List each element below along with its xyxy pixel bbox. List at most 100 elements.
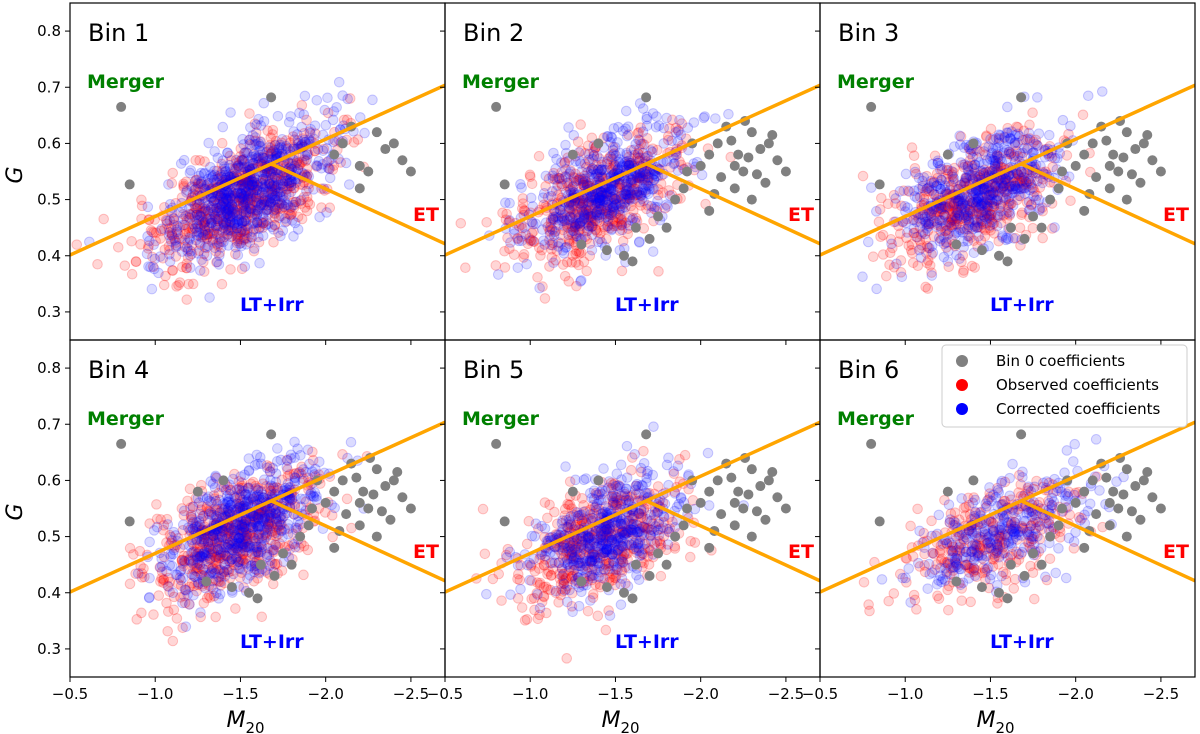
observed-point [584,205,595,216]
corrected-point [246,179,257,191]
corrected-point [611,192,623,204]
corrected-point [263,204,274,215]
observed-point [300,155,312,167]
corrected-point [289,160,300,172]
corrected-point [143,261,154,272]
corrected-point [596,190,607,202]
observed-point [183,244,194,255]
corrected-point [235,161,246,173]
corrected-point [285,180,297,192]
bin0-point [385,514,396,525]
corrected-point [194,265,206,276]
observed-point [231,157,242,169]
observed-point [575,195,587,206]
observed-point [606,164,618,175]
corrected-point [142,231,153,242]
observed-point [637,174,648,185]
observed-point [230,603,241,614]
observed-point [181,294,193,305]
observed-point [582,214,594,226]
corrected-point [192,248,204,259]
observed-point [231,229,243,240]
bin0-point [729,160,740,171]
observed-point [577,175,588,187]
corrected-point [582,191,594,203]
observed-point [559,157,570,169]
corrected-point [185,262,196,274]
observed-point [508,249,520,260]
observed-point [240,209,252,221]
corrected-point [220,199,232,210]
observed-point [596,209,608,220]
y-tick-label: 0.7 [37,415,61,433]
corrected-point [222,187,233,199]
corrected-point [871,206,882,217]
observed-point [583,196,595,207]
observed-point [556,167,567,178]
observed-point [573,259,584,271]
observed-point [591,205,603,217]
observed-point [214,233,226,245]
corrected-point [605,183,616,194]
observed-point [212,213,223,225]
panel-title: Bin 1 [88,19,149,47]
observed-point [167,265,179,276]
observed-point [247,180,259,191]
corrected-point [148,239,159,251]
corrected-point [607,145,619,156]
observed-point [211,223,223,234]
observed-point [218,195,230,207]
corrected-point [244,180,255,191]
corrected-point [196,178,207,189]
observed-point [225,185,237,197]
observed-point [167,167,179,179]
observed-point [625,144,637,156]
bin0-point [1121,194,1132,205]
corrected-point [203,173,214,185]
bin0-point [124,179,135,190]
observed-point [135,239,146,250]
corrected-point [191,209,203,220]
observed-point [667,114,678,126]
observed-point [199,220,211,232]
corrected-point [245,122,256,133]
corrected-point [220,172,232,183]
observed-point [568,177,580,188]
corrected-point [896,271,908,283]
observed-point [240,233,251,244]
corrected-point [328,106,340,117]
observed-point [298,127,310,139]
corrected-point [242,233,253,244]
corrected-point [560,171,572,183]
corrected-point [516,235,528,247]
observed-point [500,214,512,225]
observed-point [207,237,218,248]
corrected-point [696,169,708,181]
bin0-point [976,245,987,256]
corrected-point [227,193,238,205]
corrected-point [250,191,262,203]
corrected-point [274,191,286,202]
observed-point [225,264,236,275]
corrected-point [586,169,597,180]
corrected-point [251,139,262,150]
observed-point [625,200,637,212]
observed-point [263,145,275,156]
bin0-point [363,166,374,177]
corrected-point [871,283,882,295]
observed-point [622,191,634,202]
corrected-point [556,157,567,168]
observed-point [585,166,597,177]
observed-point [562,181,574,192]
observed-point [224,219,236,231]
observed-point [642,175,653,186]
observed-point [571,280,582,292]
observed-point [250,135,261,147]
corrected-point [261,195,272,207]
corrected-point [184,233,196,245]
observed-point [186,227,198,239]
observed-point [261,204,273,215]
observed-point [607,191,618,203]
observed-point [190,183,202,195]
corrected-point [592,236,604,248]
